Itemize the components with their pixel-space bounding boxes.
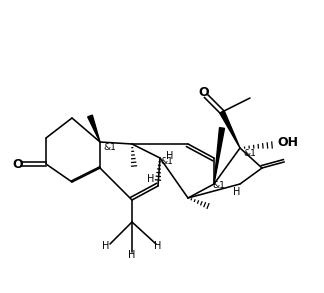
Text: O: O [199, 86, 209, 100]
Text: &1: &1 [160, 156, 173, 166]
Polygon shape [214, 128, 225, 184]
Polygon shape [220, 111, 240, 148]
Polygon shape [88, 115, 100, 142]
Text: H: H [233, 187, 241, 197]
Text: H: H [102, 241, 110, 251]
Text: &1: &1 [212, 181, 225, 190]
Text: H: H [154, 241, 162, 251]
Text: H: H [166, 151, 174, 161]
Text: &1: &1 [243, 149, 256, 159]
Text: &1: &1 [103, 144, 116, 152]
Text: OH: OH [277, 137, 298, 149]
Text: H: H [147, 174, 155, 184]
Text: O: O [13, 158, 23, 171]
Text: H: H [128, 250, 136, 260]
